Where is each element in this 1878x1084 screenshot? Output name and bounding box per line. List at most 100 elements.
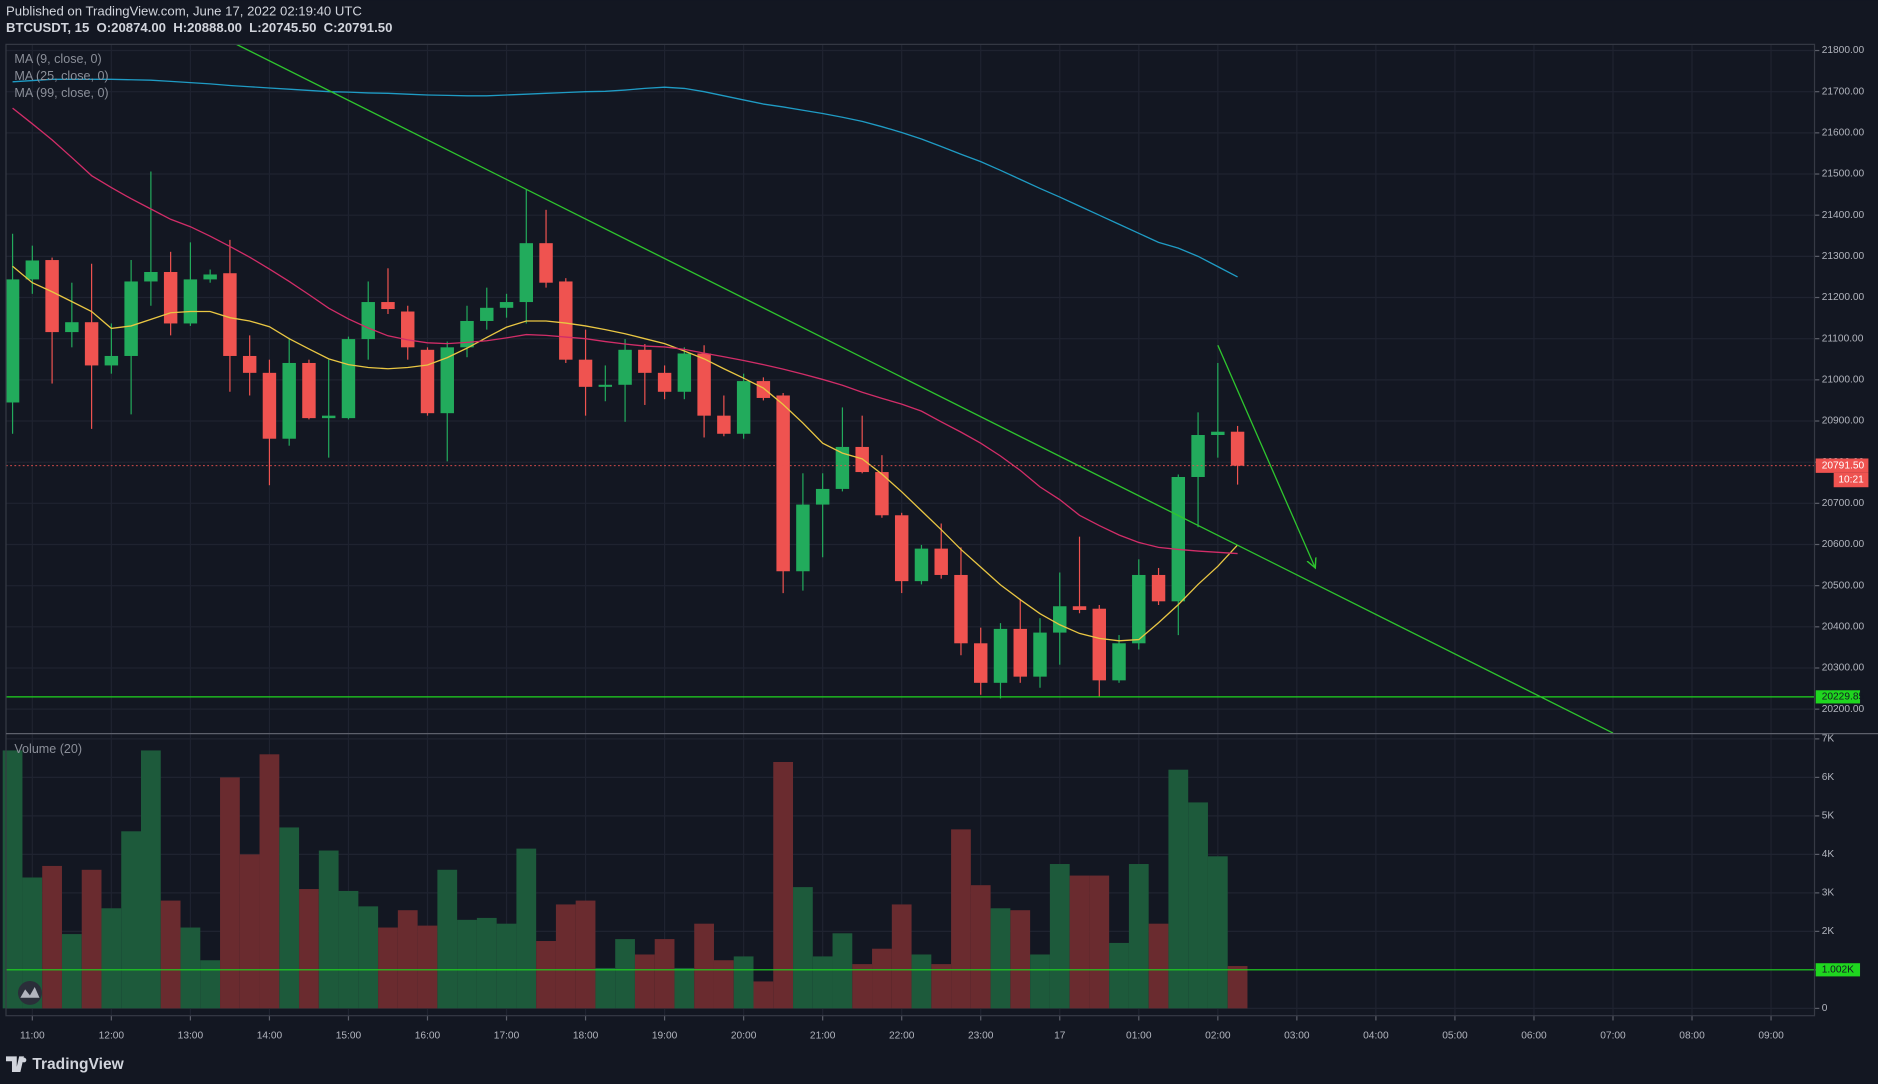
candle-body <box>124 281 138 356</box>
x-tick-label: 02:00 <box>1205 1031 1231 1042</box>
candle-body <box>1211 431 1225 436</box>
y-tick-label: 21400.00 <box>1822 210 1865 221</box>
candle-body <box>776 395 790 572</box>
volume-bar <box>81 869 102 1009</box>
candle-body <box>5 279 20 403</box>
candle-body <box>559 281 573 360</box>
ma-line <box>12 78 1238 278</box>
candle-body <box>302 362 316 419</box>
volume-bar <box>911 954 932 1009</box>
y-tick-label: 20900.00 <box>1822 416 1865 427</box>
trend-line <box>236 44 1614 734</box>
line-label-box <box>1815 963 1861 977</box>
volume-bar <box>634 954 655 1009</box>
volume-bar <box>1188 802 1208 1009</box>
candle-body <box>835 446 850 489</box>
volume-bar <box>951 829 971 1009</box>
candle-body <box>321 415 336 419</box>
y-tick-label: 20500.00 <box>1822 580 1865 591</box>
volume-bar <box>1049 864 1070 1009</box>
candle-body <box>1092 608 1106 681</box>
volume-bar <box>1109 942 1129 1009</box>
candle-body <box>45 260 59 333</box>
x-tick-label: 07:00 <box>1600 1031 1626 1042</box>
volume-bar <box>575 900 596 1009</box>
candle-body <box>657 372 672 392</box>
candle-body <box>144 271 158 282</box>
y-tick-label: 21600.00 <box>1822 128 1865 139</box>
y-tick-label: 21100.00 <box>1822 333 1864 344</box>
x-tick-label: 09:00 <box>1758 1031 1784 1042</box>
volume-bar <box>773 761 794 1009</box>
x-tick-label: 04:00 <box>1363 1031 1389 1042</box>
y-tick-label: 5K <box>1822 811 1835 822</box>
price-pane <box>5 78 1815 699</box>
candle-body <box>341 339 356 419</box>
legend-entry: MA (9, close, 0) <box>14 52 101 66</box>
volume-bar <box>338 890 359 1009</box>
volume-bar <box>417 925 438 1009</box>
volume-bar <box>970 885 991 1009</box>
chart-border <box>5 43 1816 1017</box>
volume-bar <box>1168 769 1189 1009</box>
ma-line <box>12 107 1238 555</box>
volume-bar <box>615 939 635 1009</box>
x-tick-label: 06:00 <box>1521 1031 1547 1042</box>
volume-bar <box>654 939 675 1009</box>
candle-body <box>638 349 652 373</box>
candle-body <box>934 548 948 575</box>
candle-body <box>401 311 415 348</box>
line-label-box <box>1815 690 1861 704</box>
drawings <box>5 44 1815 734</box>
countdown-label: 10:21 <box>1838 475 1864 486</box>
candle-body <box>65 322 79 333</box>
y-tick-label: 20300.00 <box>1822 663 1865 674</box>
candle-body <box>598 384 613 387</box>
x-tick-label: 14:00 <box>257 1031 283 1042</box>
line-label: 20229.85 <box>1822 692 1865 703</box>
volume-bar <box>318 850 339 1009</box>
volume-bar <box>733 956 754 1009</box>
candle-body <box>1171 476 1186 602</box>
x-tick-label: 15:00 <box>336 1031 362 1042</box>
candle-body <box>25 260 40 280</box>
y-tick-label: 21200.00 <box>1822 292 1865 303</box>
candle-body <box>499 302 514 308</box>
candle-body <box>796 504 810 572</box>
volume-bar <box>931 964 952 1009</box>
y-tick-label: 21700.00 <box>1822 86 1865 97</box>
y-tick-label: 2K <box>1822 926 1835 937</box>
volume-bar <box>1148 923 1169 1009</box>
volume-bar <box>793 887 813 1009</box>
volume-bar <box>1069 875 1090 1009</box>
candle-body <box>440 347 454 414</box>
candle-body <box>974 643 988 683</box>
countdown-box <box>1833 472 1869 488</box>
x-tick-label: 21:00 <box>810 1031 836 1042</box>
candle-body <box>993 628 1008 683</box>
volume-bar <box>1128 864 1149 1009</box>
candle-body <box>203 274 217 280</box>
x-tick-label: 11:00 <box>20 1031 45 1042</box>
candle-body <box>1053 606 1067 633</box>
volume-bar <box>1030 954 1050 1009</box>
candle-body <box>1033 632 1047 677</box>
ohlc-close: C:20791.50 <box>324 20 393 35</box>
volume-bar <box>1207 856 1228 1009</box>
candle-body <box>539 243 553 283</box>
candle-body <box>894 515 909 582</box>
candle-body <box>717 415 731 434</box>
candle-body <box>381 302 395 310</box>
candle-body <box>618 349 632 385</box>
line-label: 1.002K <box>1822 964 1854 975</box>
volume-bar <box>1010 910 1031 1009</box>
x-tick-label: 08:00 <box>1679 1031 1705 1042</box>
x-tick-label: 12:00 <box>99 1031 125 1042</box>
volume-bar <box>42 865 62 1009</box>
last-price-box <box>1815 458 1869 473</box>
volume-bar <box>990 908 1011 1009</box>
y-tick-label: 3K <box>1822 888 1835 899</box>
volume-bar <box>891 904 912 1009</box>
